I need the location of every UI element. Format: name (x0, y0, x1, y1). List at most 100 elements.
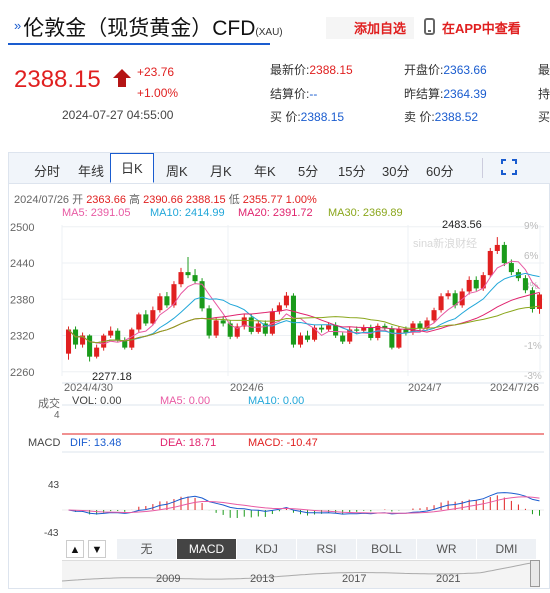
quote-field: 最新价:2388.15 (270, 61, 353, 78)
candle-body (164, 296, 170, 306)
candle-body (213, 320, 219, 336)
chevron-icon: » (14, 18, 22, 33)
instrument-name: 伦敦金（现货黄金）CFD (23, 17, 256, 40)
volume-axis-label: 4 (54, 410, 60, 421)
candle-body (185, 272, 191, 276)
period-tab[interactable]: 分时 (34, 164, 61, 179)
candle-body (522, 278, 528, 291)
page-title: »伦敦金（现货黄金）CFD(XAU) (14, 12, 283, 42)
period-tabs (9, 153, 550, 184)
candle-body (445, 293, 451, 297)
scroll-up-button[interactable]: ▲ (66, 540, 84, 558)
title-underline (8, 43, 270, 45)
pct-tick-label: 6% (524, 251, 539, 262)
quote-field: 结算价:-- (270, 85, 317, 102)
add-watch-bg (326, 17, 414, 39)
instrument-code: (XAU) (255, 27, 283, 38)
candle-body (206, 308, 212, 336)
candle-body (234, 326, 240, 337)
macd-label: MACD (28, 437, 61, 449)
candle-body (473, 279, 479, 289)
x-tick-label: 2024/6 (230, 382, 264, 394)
low-label: 低 (228, 194, 240, 206)
period-tab[interactable]: 30分 (382, 164, 410, 179)
period-tab[interactable]: 15分 (338, 164, 366, 179)
candle-body (494, 244, 500, 251)
quote-field-label: 昨结算: (404, 87, 444, 101)
macd-axis-bottom: -43 (44, 528, 59, 539)
nav-year-2: 2013 (250, 573, 275, 585)
candle-body (389, 328, 395, 348)
pct-value: 1.00% (285, 194, 317, 206)
arrow-up-icon (113, 69, 131, 87)
indicator-tab[interactable]: 无 (117, 539, 177, 559)
period-tab[interactable]: 60分 (426, 164, 454, 179)
scroll-down-button[interactable]: ▼ (88, 540, 106, 558)
period-tab[interactable]: 5分 (298, 164, 319, 179)
period-tab[interactable]: 月K (210, 164, 232, 179)
quote-field-label: 买 价: (270, 110, 301, 124)
quote-field: 卖 价:2388.52 (404, 108, 478, 125)
ma-legend-item: MA30: 2369.89 (328, 207, 403, 219)
quote-field-value: 2363.66 (443, 63, 487, 77)
indicator-tab[interactable]: WR (417, 539, 477, 559)
period-tab[interactable]: 周K (166, 164, 188, 179)
period-tab[interactable]: 年K (254, 164, 276, 179)
y-tick-label: 2260 (10, 367, 34, 379)
quote-field-label: 开盘价: (404, 63, 444, 77)
indicator-tab[interactable]: BOLL (357, 539, 417, 559)
add-watchlist-button[interactable]: 添加自选 (354, 21, 407, 36)
y-tick-label: 2320 (10, 331, 34, 343)
candle-body (269, 311, 275, 334)
candle-body (178, 272, 184, 285)
candle-body (536, 294, 543, 309)
ohlc-readout: 2024/07/26 开 2363.66 高 2390.66 2388.15 低… (14, 191, 317, 207)
candle-body (347, 329, 353, 342)
open-in-app-button[interactable]: 在APP中查看 (442, 21, 521, 36)
vol-ma5: MA5: 0.00 (160, 395, 211, 407)
period-tab[interactable]: 日K (110, 153, 154, 183)
period-tab[interactable]: 年线 (78, 164, 105, 179)
fullscreen-icon[interactable] (501, 159, 517, 175)
range-navigator[interactable]: 2009 2013 2017 2021 (61, 560, 540, 588)
macd-axis-top: 43 (48, 480, 60, 491)
price-change: +23.76 (137, 65, 175, 79)
indicator-tab[interactable]: KDJ (237, 539, 297, 559)
candle-body (143, 314, 149, 324)
macd-value: MACD: -10.47 (248, 437, 318, 449)
quote-field-label: 买 (538, 110, 550, 124)
max-label: 2483.56 (442, 219, 482, 231)
quote-field-value: 2388.15 (300, 110, 345, 124)
candle-body (354, 329, 360, 331)
dea-line (68, 496, 540, 514)
candle-body (529, 290, 535, 309)
x-tick-label: 2024/7 (408, 382, 442, 394)
indicator-tab[interactable]: MACD (177, 539, 237, 559)
quote-field: 买 (538, 108, 550, 125)
pct-tick-label: -1% (524, 341, 542, 352)
candle-body (452, 293, 458, 306)
candle-body (94, 347, 100, 357)
candle-body (501, 244, 507, 264)
candle-body (115, 330, 121, 341)
candle-body (480, 275, 486, 289)
candle-body (199, 281, 205, 309)
close-value: 2388.15 (185, 194, 226, 206)
vol-value: VOL: 0.00 (72, 395, 122, 407)
quote-field-label: 卖 价: (404, 110, 435, 124)
indicator-tab[interactable]: RSI (297, 539, 357, 559)
x-tick-label: 2024/7/26 (490, 382, 539, 394)
dif-value: DIF: 13.48 (70, 437, 122, 449)
quote-field: 最 (538, 61, 550, 78)
candle-body (417, 323, 423, 329)
indicator-tab[interactable]: DMI (477, 539, 537, 559)
navigator-handle[interactable] (530, 560, 540, 587)
candle-body (333, 325, 339, 336)
pct-tick-label: 3% (524, 281, 539, 292)
pct-tick-label: -3% (524, 371, 542, 382)
ma-legend-item: MA5: 2391.05 (62, 207, 131, 219)
pct-tick-label: 9% (524, 221, 539, 232)
quote-time: 2024-07-27 04:55:00 (62, 108, 174, 122)
candle-body (80, 335, 86, 345)
